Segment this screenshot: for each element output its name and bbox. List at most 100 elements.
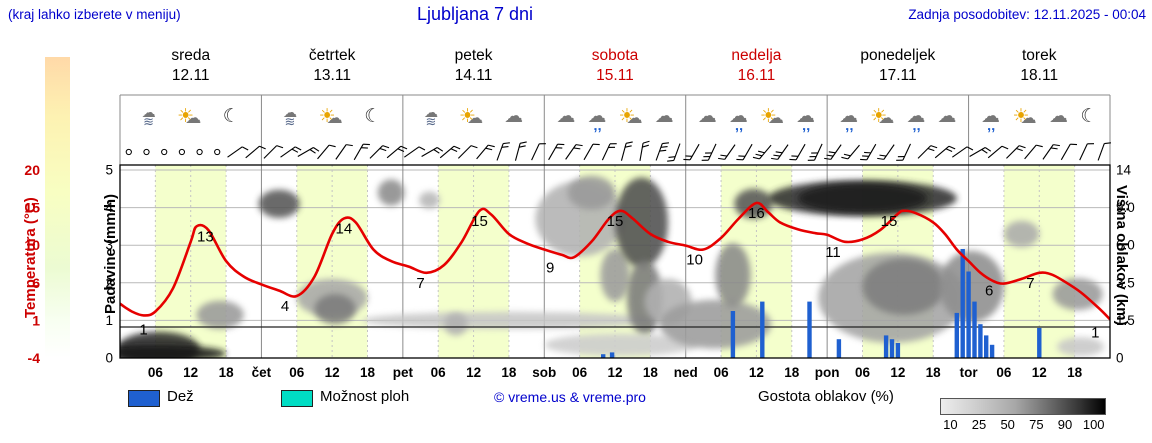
wind-barb-icon: [771, 144, 789, 160]
wind-barb-icon: [317, 144, 336, 160]
wind-barb-icon: [404, 146, 426, 158]
day-icons-sreda: ☁ ≋ ☀ ☁ ☾: [120, 96, 261, 136]
wind-barb-icon: [1042, 144, 1060, 160]
day-icons-ponedeljek: ☁ ‚‚ ☀ ☁ ☁ ‚‚ ☁: [827, 96, 968, 136]
calm-wind-icon: [178, 148, 185, 156]
day-header-torek: torek 18.11: [1020, 47, 1059, 85]
day-header-sreda: sreda 12.11: [171, 47, 211, 85]
svg-text:12: 12: [325, 365, 340, 380]
sun-cloud-icon: ☀ ☁: [870, 105, 895, 127]
cloud-icon: ☁: [1048, 105, 1068, 127]
cloud-layers: [120, 175, 1105, 358]
svg-text:-4: -4: [28, 350, 41, 366]
svg-text:5: 5: [105, 163, 113, 178]
wind-barb-icon: [297, 147, 320, 157]
svg-text:13: 13: [197, 228, 214, 245]
svg-text:06: 06: [289, 365, 305, 380]
page-title: Ljubljana 7 dni: [416, 4, 534, 24]
wind-barb-icon: [952, 146, 974, 158]
calm-wind-icon: [161, 148, 168, 156]
wind-barb-icon: [421, 147, 444, 157]
cloud-icon: ☁: [697, 105, 717, 127]
cloud-icon: ☁: [504, 105, 524, 127]
last-update-timestamp: Zadnja posodobitev: 12.11.2025 - 00:04: [908, 7, 1146, 22]
wind-barb-icon: [917, 145, 938, 159]
wind-barb-icon: [841, 144, 860, 160]
rain-legend-swatch: [128, 390, 160, 407]
day-icons-sobota: ☁ ☁ ‚‚ ☀ ☁ ☁: [544, 96, 685, 136]
day-header-četrtek: četrtek 13.11: [308, 47, 356, 85]
wind-barb-icon: [987, 145, 1009, 159]
wind-barb-icon: [353, 143, 370, 161]
calm-wind-icon: [196, 148, 203, 156]
svg-text:pon: pon: [815, 365, 840, 380]
svg-text:06: 06: [572, 365, 588, 380]
wind-barb-icon: [514, 141, 527, 161]
svg-text:6: 6: [32, 275, 40, 291]
moon-icon: ☾: [364, 105, 382, 127]
svg-text:6: 6: [985, 283, 993, 300]
day-headers: sreda 12.11 četrtek 13.11 petek 14.11 sobota 15…: [120, 46, 1110, 86]
wind-barb-icon: [752, 144, 772, 160]
svg-text:10: 10: [686, 252, 703, 269]
wind-barb-icon: [1024, 144, 1043, 160]
svg-text:14: 14: [336, 221, 353, 238]
cloud-density-colorbar: [940, 398, 1106, 415]
day-icons-torek: ☁ ‚‚ ☀ ☁ ☁ ☾: [969, 96, 1110, 136]
svg-text:15: 15: [881, 213, 898, 230]
svg-text:6.0: 6.0: [1116, 238, 1135, 253]
svg-text:06: 06: [714, 365, 730, 380]
wind-barb-icon: [934, 145, 956, 159]
day-icons-petek: ☁ ≋ ☀ ☁ ☁: [403, 96, 544, 136]
wind-barb-icon: [476, 144, 495, 160]
svg-text:16: 16: [748, 205, 765, 222]
wind-barb-icon: [280, 146, 302, 158]
svg-text:06: 06: [855, 365, 871, 380]
rain-cloud-icon: ☁ ‚‚: [980, 105, 1000, 134]
svg-text:06: 06: [148, 365, 164, 380]
day-header-petek: petek 14.11: [454, 47, 493, 85]
rain-cloud-icon: ☁ ‚‚: [728, 105, 748, 134]
wind-barb-icon: [227, 146, 249, 158]
wind-barb-icon: [877, 144, 895, 160]
svg-text:18: 18: [219, 365, 235, 380]
day-header-sobota: sobota 15.11: [591, 47, 639, 85]
wind-barb-icon: [701, 143, 717, 161]
wind-barb-icon: [583, 143, 600, 161]
svg-text:1: 1: [32, 312, 40, 328]
cloud-icon: ☁: [937, 105, 957, 127]
wind-barb-icon: [736, 143, 753, 161]
rain-cloud-icon: ☁ ‚‚: [906, 105, 926, 134]
density-tick: 90: [1057, 417, 1073, 432]
svg-text:1.5: 1.5: [1116, 313, 1135, 328]
svg-text:7: 7: [416, 275, 424, 292]
wind-barbs: [125, 140, 1112, 162]
svg-text:ned: ned: [674, 365, 698, 380]
calm-wind-icon: [143, 148, 150, 156]
wind-barb-icon: [457, 145, 478, 159]
sun-cloud-icon: ☀ ☁: [459, 105, 484, 127]
cloud-icon: ☁: [556, 105, 576, 127]
copyright-link[interactable]: © vreme.us & vreme.pro: [494, 389, 646, 405]
day-icons-nedelja: ☁ ☁ ‚‚ ☀ ☁ ☁ ‚‚: [686, 96, 827, 136]
day-header-ponedeljek: ponedeljek 17.11: [860, 47, 936, 85]
wind-barb-icon: [245, 145, 266, 159]
svg-text:0: 0: [105, 351, 113, 366]
wind-barb-icon: [860, 143, 877, 161]
svg-text:18: 18: [501, 365, 517, 380]
svg-text:15: 15: [24, 200, 40, 216]
wind-barb-icon: [565, 144, 583, 160]
svg-text:12: 12: [183, 365, 198, 380]
svg-text:06: 06: [431, 365, 447, 380]
wind-barb-icon: [1006, 145, 1026, 159]
header-row-separators: [119, 94, 1111, 165]
fog-icon: ☁ ≋: [141, 103, 156, 129]
moon-icon: ☾: [222, 105, 240, 127]
fog-icon: ☁ ≋: [283, 103, 297, 129]
svg-text:12: 12: [890, 365, 905, 380]
svg-text:0: 0: [1116, 351, 1124, 366]
sun-cloud-icon: ☀ ☁: [1012, 105, 1037, 127]
svg-text:12: 12: [466, 365, 481, 380]
sun-cloud-icon: ☀ ☁: [318, 105, 343, 127]
